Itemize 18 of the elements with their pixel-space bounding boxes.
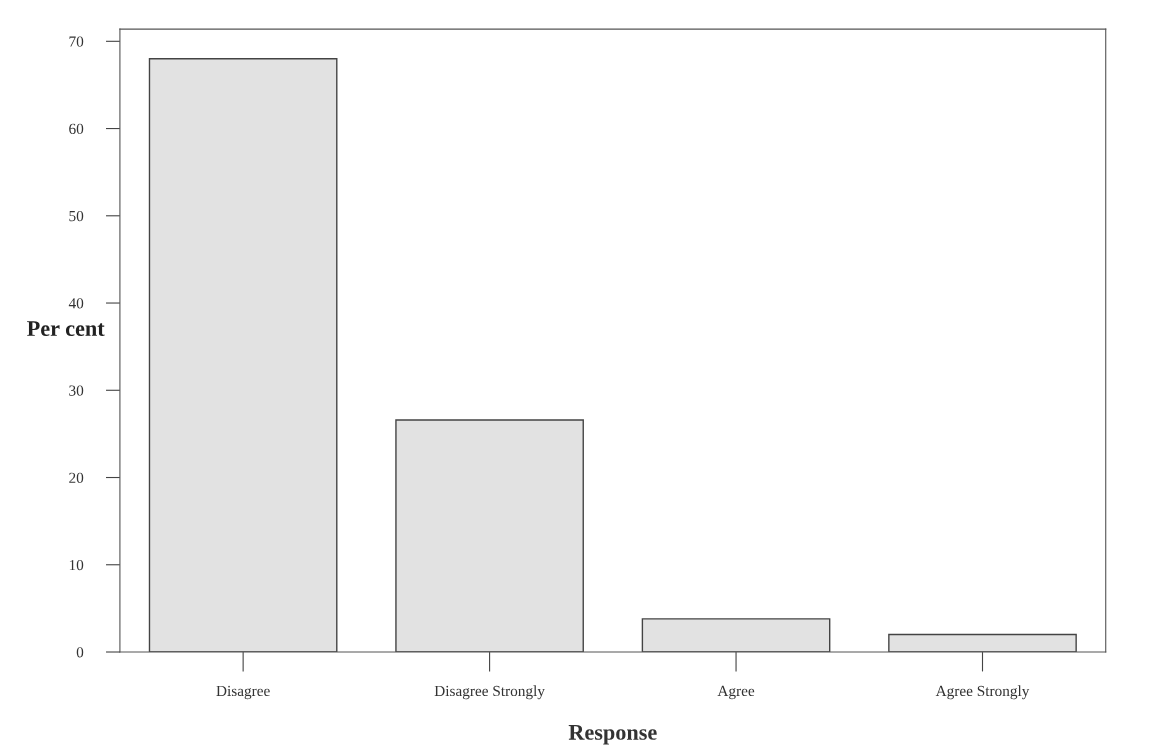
y-tick-label: 0 (76, 647, 84, 658)
bar (641, 618, 831, 652)
y-tick-label: 10 (69, 559, 84, 571)
x-axis-title: Response (568, 725, 657, 745)
y-tick-label: 20 (69, 472, 84, 483)
y-tick-label: 30 (69, 385, 84, 396)
x-tick-label: Agree (717, 685, 755, 700)
y-axis-title: Per cent (27, 321, 105, 337)
x-tick-label: Disagree Strongly (434, 685, 545, 700)
bar (395, 419, 584, 652)
y-tick-label: 70 (69, 36, 84, 47)
bar (148, 58, 338, 652)
y-tick-label: 60 (69, 123, 84, 134)
x-tick-label: Agree Strongly (935, 685, 1030, 700)
bar (888, 633, 1077, 652)
x-tick-label: Disagree (216, 685, 270, 700)
y-tick-label: 50 (69, 210, 84, 222)
y-tick-label: 40 (68, 298, 84, 309)
